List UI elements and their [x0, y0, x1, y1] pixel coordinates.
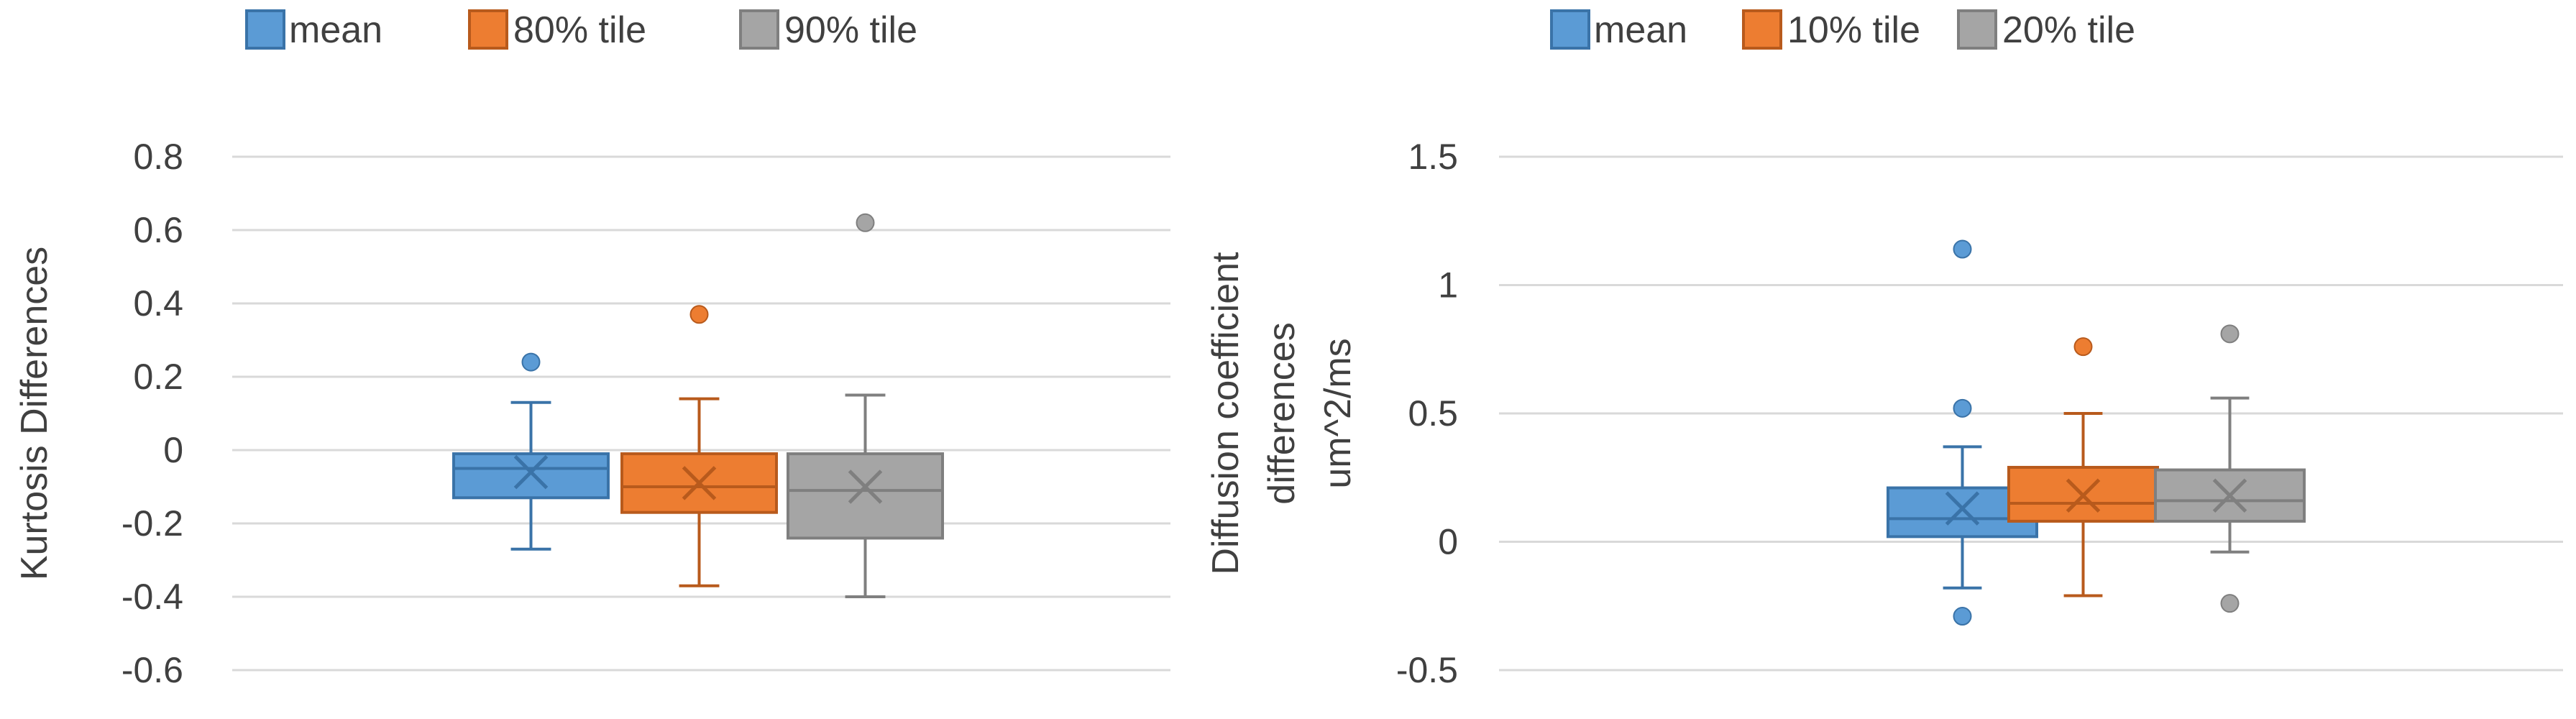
y-tick-label: 0 — [163, 430, 183, 470]
box-series-2 — [2007, 337, 2159, 597]
y-axis-label-line: Diffusion coefficient — [1205, 252, 1247, 575]
outlier-point — [1953, 398, 1972, 418]
y-axis-label-line: Kurtosis Differences — [14, 247, 55, 580]
box-series-1 — [1887, 239, 2038, 626]
chart-2: 1.5 1 0.5 0 -0.5 Diffusion coefficient differe… — [1205, 9, 2563, 690]
y-tick-label: 0.5 — [1408, 393, 1458, 434]
box-iqr — [787, 452, 944, 540]
y-tick-label: 1 — [1438, 265, 1458, 306]
box-series-1 — [452, 352, 610, 551]
y-tick-label: -0.2 — [122, 503, 183, 544]
y-tick-label: 0.4 — [133, 283, 183, 324]
box-iqr — [452, 452, 610, 500]
y-axis-label-line: differences — [1261, 322, 1303, 504]
outlier-point — [521, 352, 541, 372]
legend-label: mean — [1594, 9, 1687, 51]
outlier-point — [1953, 239, 1972, 259]
legend-swatch — [245, 9, 285, 50]
mean-marker — [2212, 478, 2247, 513]
y-tick-label: -0.4 — [122, 577, 183, 617]
legend-label: 90% tile — [784, 9, 917, 51]
y-tick-label: -0.5 — [1396, 650, 1458, 690]
chart-1: 0.8 0.6 0.4 0.2 0 -0.2 -0.4 -0.6 Kurtosis Differ… — [14, 9, 1170, 690]
box-series-2 — [620, 305, 778, 587]
box-series-3 — [787, 213, 944, 598]
legend-label: 80% tile — [513, 9, 646, 51]
outlier-point — [1953, 607, 1972, 626]
box-series-3 — [2154, 324, 2306, 613]
y-axis-label: Diffusion coefficient differences um^2/ms — [1205, 252, 1359, 575]
mean-marker — [2066, 478, 2101, 513]
y-tick-label: 0.6 — [133, 210, 183, 250]
mean-marker — [848, 470, 883, 504]
mean-marker — [682, 466, 717, 500]
y-axis-label: Kurtosis Differences — [14, 247, 55, 580]
outlier-point — [2220, 324, 2240, 344]
mean-marker — [1945, 491, 1980, 526]
legend-label: mean — [289, 9, 382, 51]
outlier-point — [2220, 594, 2240, 613]
y-tick-label: -0.6 — [122, 650, 183, 690]
y-tick-label: 1.5 — [1408, 137, 1458, 177]
legend-label: 10% tile — [1787, 9, 1920, 51]
y-tick-label: 0.8 — [133, 137, 183, 177]
legend-swatch — [468, 9, 508, 50]
legend-swatch — [1957, 9, 1997, 50]
y-tick-label: 0 — [1438, 522, 1458, 562]
outlier-point — [2073, 337, 2093, 357]
legend-swatch — [1550, 9, 1590, 50]
legend-swatch — [1742, 9, 1782, 50]
outlier-point — [689, 305, 709, 324]
y-tick-label: 0.2 — [133, 357, 183, 397]
legend-label: 20% tile — [2002, 9, 2135, 51]
box-iqr — [2007, 465, 2159, 523]
y-axis-label-line: um^2/ms — [1317, 338, 1359, 488]
outlier-point — [856, 213, 875, 232]
legend-swatch — [739, 9, 779, 50]
mean-marker — [513, 454, 549, 490]
